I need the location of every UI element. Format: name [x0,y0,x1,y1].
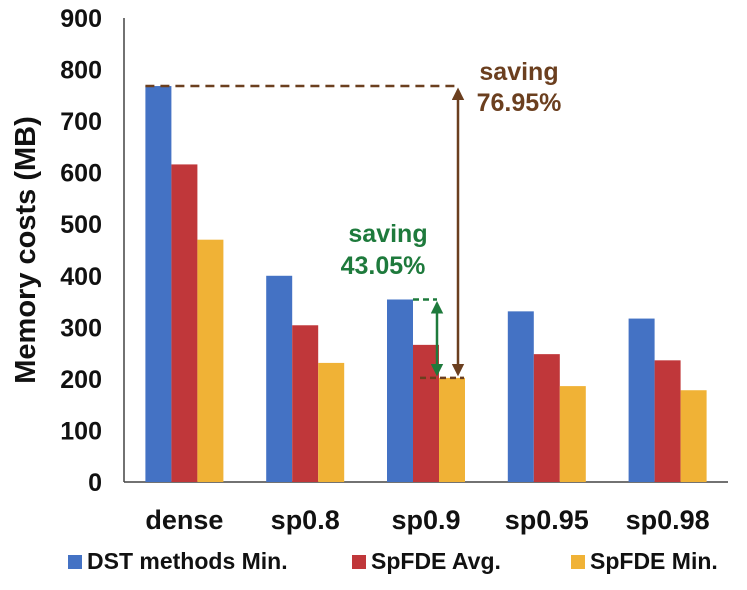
bar [628,318,655,482]
y-tick-label: 900 [60,5,102,33]
legend-label: DST methods Min. [87,548,288,574]
y-tick-label: 400 [60,263,102,291]
y-tick-label: 800 [60,57,102,85]
y-tick-label: 600 [60,160,102,188]
bar [292,325,319,482]
saving-percent: 76.95% [477,89,562,117]
y-tick-label: 700 [60,108,102,136]
bar [533,354,560,482]
legend-swatch [352,555,366,569]
y-tick-label: 500 [60,211,102,239]
y-tick-label: 100 [60,417,102,445]
category-label: sp0.8 [271,505,340,535]
bar [654,360,681,482]
bar [318,362,345,482]
y-tick-labels: 0 100 200 300 400 500 600 700 800 900 [60,5,102,497]
legend-swatch [68,555,82,569]
bar [145,86,172,482]
bar [413,344,439,482]
bar [559,386,586,482]
bar [266,275,293,482]
saving-label: saving [348,220,427,248]
category-label: sp0.9 [391,505,460,535]
y-tick-label: 300 [60,314,102,342]
bar [171,164,198,482]
saving-percent: 43.05% [341,252,426,280]
legend: DST methods Min. SpFDE Avg. SpFDE Min. [68,548,718,574]
saving-label: saving [479,58,558,86]
y-tick-label: 0 [88,469,102,497]
bar [197,239,224,482]
annotations: saving 76.95% saving 43.05% [145,58,562,380]
legend-label: SpFDE Avg. [371,548,501,574]
y-axis-label: Memory costs (MB) [10,116,42,384]
y-tick-label: 200 [60,366,102,394]
category-labels: dense sp0.8 sp0.9 sp0.95 sp0.98 [145,505,709,535]
bar [507,311,534,482]
bars [145,86,707,482]
bar [439,377,465,482]
category-label: sp0.95 [505,505,589,535]
bar [387,299,413,482]
legend-label: SpFDE Min. [590,548,718,574]
category-label: dense [145,505,223,535]
bar [680,390,707,482]
legend-swatch [571,555,585,569]
category-label: sp0.98 [626,505,710,535]
